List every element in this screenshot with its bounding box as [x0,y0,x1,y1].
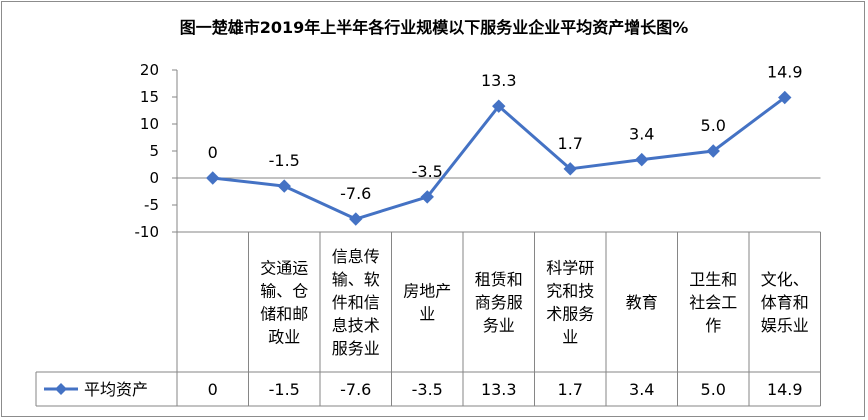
data-point [420,190,434,204]
table-value: 13.3 [481,380,517,399]
table-value: 1.7 [558,380,583,399]
y-tick-label: 20 [140,61,159,79]
table-value: -3.5 [412,380,443,399]
category-label: 商务服 [475,293,523,312]
category-label: 房地产 [403,282,451,301]
data-point [563,162,577,176]
category-label: 服务业 [332,339,380,358]
data-label: -3.5 [412,162,443,181]
category-label: 储和邮 [260,305,308,324]
data-label: 13.3 [481,71,517,90]
y-tick-label: 10 [140,115,159,133]
category-label: 娱乐业 [761,316,809,335]
category-label: 究和技 [546,282,594,301]
data-point [206,171,220,185]
data-label: 5.0 [701,116,726,135]
table-value: 5.0 [701,380,726,399]
category-label: 术服务 [546,305,594,324]
data-label: 14.9 [767,63,803,82]
category-label: 作 [705,316,721,335]
legend-label: 平均资产 [84,380,148,399]
table-value: 0 [208,380,218,399]
category-label: 件和信 [332,293,380,312]
data-label: -1.5 [269,151,300,170]
y-tick-label: -10 [135,223,160,241]
y-tick-label: 0 [149,169,159,187]
data-label: 1.7 [558,134,583,153]
y-tick-label: 5 [149,142,159,160]
category-label: 科学研 [546,259,594,278]
table-value: -1.5 [269,380,300,399]
table-value: 14.9 [767,380,803,399]
y-tick-label: 15 [140,88,159,106]
category-label: 输、软 [332,270,380,289]
category-label: 业 [419,305,435,324]
chart-title: 图一楚雄市2019年上半年各行业规模以下服务业企业平均资产增长图% [179,18,689,37]
data-label: -7.6 [340,184,371,203]
data-point [778,90,792,105]
data-point [635,152,649,167]
category-label: 社会工 [689,293,737,312]
data-point [492,99,506,113]
category-label: 息技术 [332,316,380,335]
table-value: -7.6 [340,380,371,399]
data-label: 0 [208,143,218,162]
data-label: 3.4 [629,125,654,144]
category-label: 输、仓 [260,282,308,301]
category-label: 务业 [483,316,515,335]
y-tick-label: -5 [144,196,159,214]
category-label: 教育 [626,293,658,312]
data-point [277,179,291,193]
data-point [706,144,720,158]
table-value: 3.4 [629,380,654,399]
category-label: 业 [562,328,578,347]
category-label: 政业 [268,328,300,347]
data-point [349,212,363,226]
category-label: 租赁和 [475,270,523,289]
category-label: 信息传 [332,247,380,266]
category-label: 卫生和 [689,270,737,289]
legend-marker [55,383,67,395]
category-label: 交通运 [260,259,308,278]
category-label: 文化、 [761,270,809,289]
category-label: 体育和 [761,293,809,312]
